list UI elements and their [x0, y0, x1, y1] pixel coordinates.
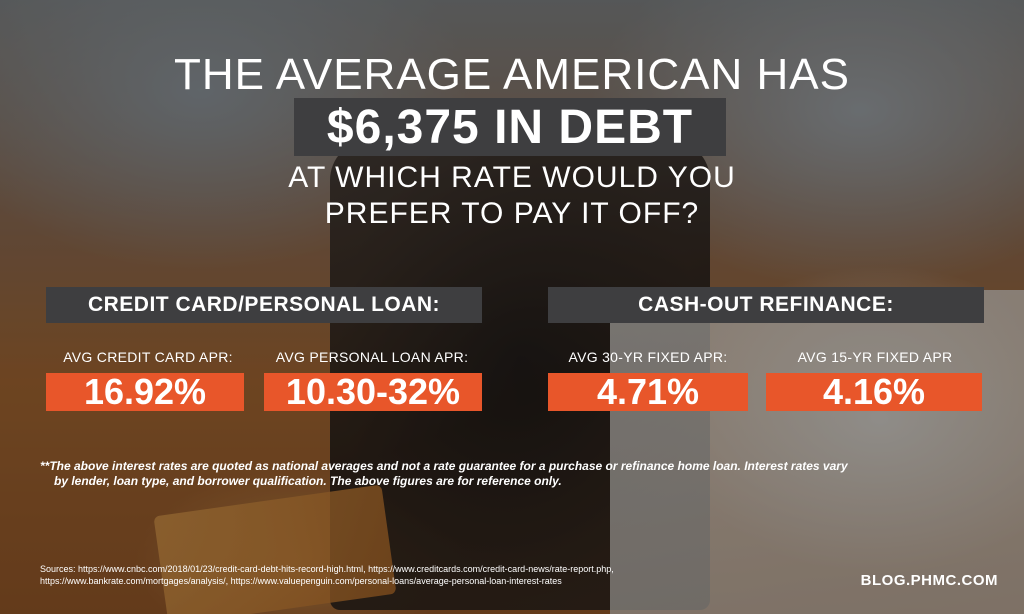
- section-header-refinance: CASH-OUT REFINANCE:: [548, 287, 984, 323]
- sources-line2: https://www.bankrate.com/mortgages/analy…: [40, 576, 562, 586]
- disclaimer-footnote: **The above interest rates are quoted as…: [40, 459, 990, 489]
- rate-value-credit-card: 16.92%: [46, 371, 244, 412]
- rate-label-personal-loan: AVG PERSONAL LOAN APR:: [275, 349, 469, 365]
- brand-url: BLOG.PHMC.COM: [860, 572, 998, 589]
- rate-value-personal-loan: 10.30-32%: [264, 371, 482, 412]
- question-line2: PREFER TO PAY IT OFF?: [324, 197, 700, 230]
- rate-label-15yr: AVG 15-YR FIXED APR: [797, 349, 953, 365]
- rate-label-credit-card: AVG CREDIT CARD APR:: [63, 349, 233, 365]
- headline-line1: THE AVERAGE AMERICAN HAS: [173, 50, 850, 99]
- footnote-line1: **The above interest rates are quoted as…: [40, 459, 848, 473]
- rate-value-15yr: 4.16%: [766, 371, 982, 412]
- sources-list: Sources: https://www.cnbc.com/2018/01/23…: [40, 563, 840, 587]
- question-line1: AT WHICH RATE WOULD YOU: [288, 161, 736, 194]
- headline-question: AT WHICH RATE WOULD YOU PREFER TO PAY IT…: [0, 160, 1024, 232]
- sources-line1: Sources: https://www.cnbc.com/2018/01/23…: [40, 564, 614, 574]
- rate-label-30yr: AVG 30-YR FIXED APR:: [568, 349, 728, 365]
- debt-amount: $6,375 IN DEBT: [326, 100, 694, 154]
- rate-value-30yr: 4.71%: [548, 371, 748, 412]
- document-photo: [610, 290, 1024, 614]
- debt-amount-box: $6,375 IN DEBT: [294, 98, 726, 156]
- section-header-credit: CREDIT CARD/PERSONAL LOAN:: [46, 287, 482, 323]
- footnote-line2: by lender, loan type, and borrower quali…: [54, 474, 562, 488]
